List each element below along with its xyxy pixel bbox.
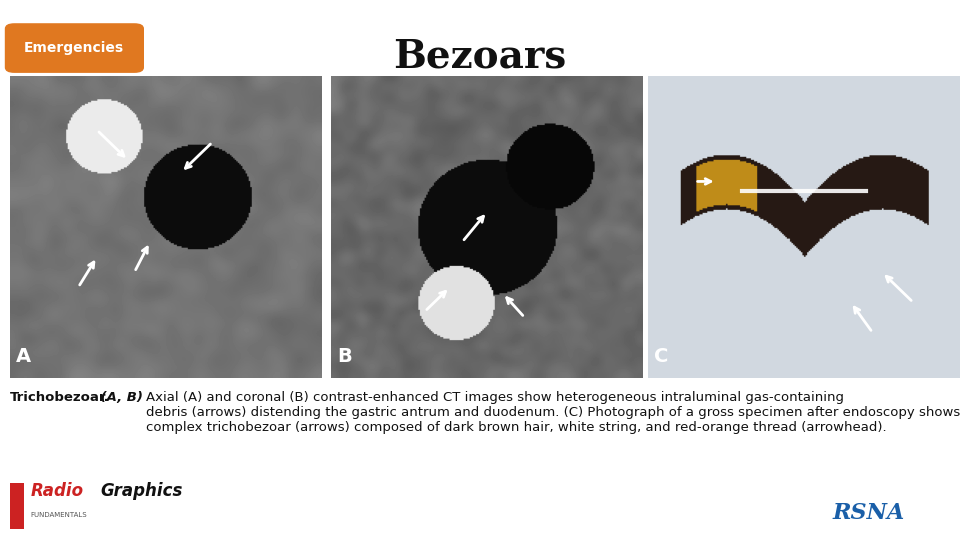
Text: RSNA: RSNA	[832, 502, 905, 524]
FancyBboxPatch shape	[5, 23, 144, 73]
Bar	[10, 483, 24, 529]
Text: B: B	[338, 347, 352, 366]
Text: Graphics: Graphics	[101, 482, 182, 500]
Text: Bezoars: Bezoars	[394, 38, 566, 76]
Text: (A, B): (A, B)	[96, 391, 143, 404]
Text: Emergencies: Emergencies	[24, 40, 124, 55]
Text: Axial (A) and coronal (B) contrast-enhanced CT images show heterogeneous intralu: Axial (A) and coronal (B) contrast-enhan…	[146, 391, 960, 434]
Text: Radio: Radio	[31, 482, 84, 500]
Text: C: C	[655, 347, 668, 366]
Text: A: A	[15, 347, 31, 366]
Text: Trichobezoar.: Trichobezoar.	[10, 391, 109, 404]
Text: FUNDAMENTALS: FUNDAMENTALS	[31, 512, 87, 518]
